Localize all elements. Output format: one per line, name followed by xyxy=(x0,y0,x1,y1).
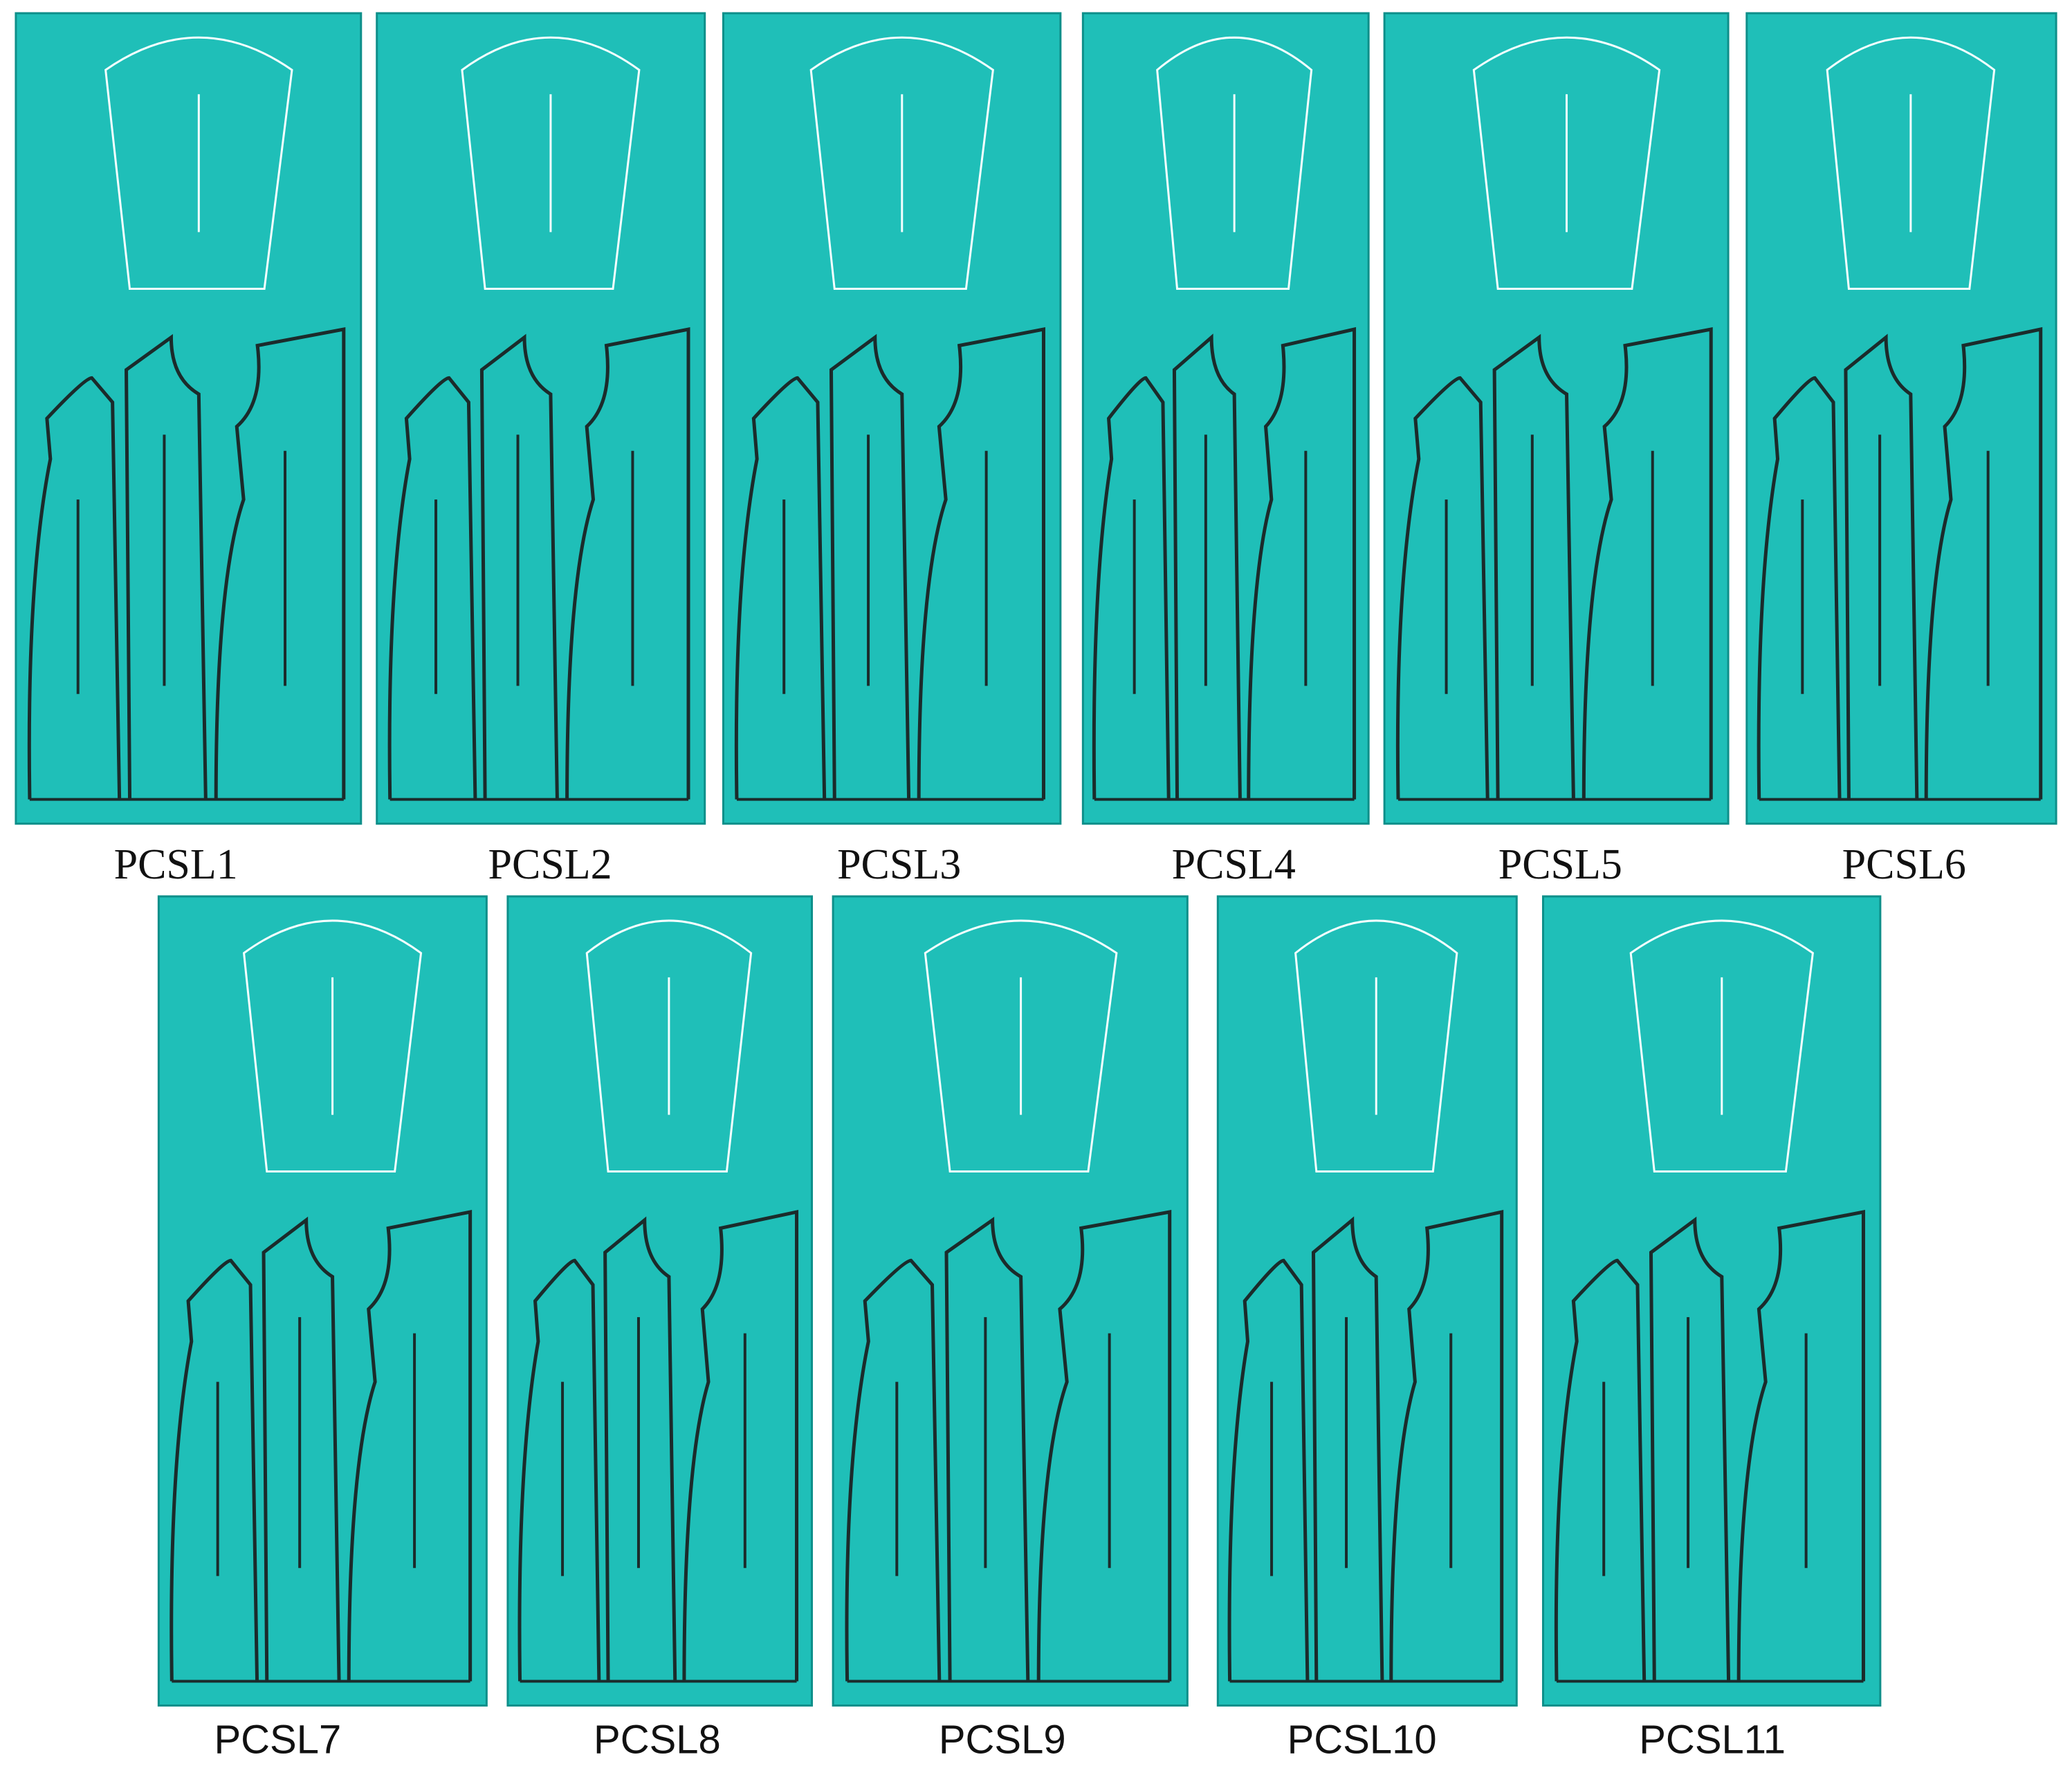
side-piece xyxy=(829,333,911,800)
panel-background xyxy=(832,895,1189,1707)
back-piece xyxy=(1092,376,1171,800)
pattern-panel xyxy=(1541,895,1882,1707)
panel-background xyxy=(506,895,814,1707)
panel-label: PCSL4 xyxy=(1172,841,1296,888)
side-piece xyxy=(1172,333,1242,800)
sleeve-outline xyxy=(1826,36,1996,291)
pattern-panel xyxy=(1745,12,2057,825)
pattern-panel xyxy=(722,12,1062,825)
front-piece xyxy=(917,327,1045,800)
panel-label: PCSL7 xyxy=(214,1717,341,1762)
side-piece xyxy=(1492,333,1575,800)
back-piece xyxy=(517,1258,601,1682)
back-piece xyxy=(1227,1258,1310,1682)
front-piece xyxy=(1247,327,1357,800)
sleeve-outline xyxy=(1629,919,1814,1173)
back-piece xyxy=(1757,376,1842,800)
sleeve-outline xyxy=(242,919,423,1173)
panel-background xyxy=(1383,12,1730,825)
panel-label: PCSL10 xyxy=(1287,1717,1437,1762)
side-piece xyxy=(1649,1216,1731,1682)
side-piece xyxy=(603,1216,677,1682)
pattern-panel xyxy=(832,895,1189,1707)
pattern-panel xyxy=(1383,12,1730,825)
back-piece xyxy=(27,376,122,800)
front-piece xyxy=(565,327,690,800)
front-piece xyxy=(347,1210,473,1682)
front-piece xyxy=(1036,1210,1172,1682)
sleeve-outline xyxy=(1472,36,1661,291)
sleeve-outline xyxy=(585,919,753,1173)
side-piece xyxy=(1844,333,1919,800)
panel-background xyxy=(376,12,706,825)
back-piece xyxy=(845,1258,942,1682)
side-piece xyxy=(125,333,208,800)
back-piece xyxy=(387,376,477,800)
panel-background xyxy=(1216,895,1518,1707)
pattern-panel xyxy=(376,12,706,825)
panel-background xyxy=(1081,12,1370,825)
sleeve-outline xyxy=(461,36,641,291)
side-piece xyxy=(1311,1216,1384,1682)
front-piece xyxy=(1389,1209,1504,1682)
panel-background xyxy=(157,895,488,1707)
panel-label: PCSL9 xyxy=(939,1717,1066,1762)
panel-label: PCSL11 xyxy=(1639,1717,1786,1762)
pattern-panel xyxy=(1081,12,1370,825)
panel-label: PCSL2 xyxy=(488,841,612,888)
pattern-panel xyxy=(506,895,814,1707)
panel-label: PCSL3 xyxy=(837,841,961,888)
front-piece xyxy=(682,1209,799,1682)
back-piece xyxy=(1554,1258,1647,1682)
sleeve-outline xyxy=(924,919,1118,1173)
panel-background xyxy=(722,12,1062,825)
pattern-panel xyxy=(157,895,488,1707)
panel-background xyxy=(1745,12,2057,825)
side-piece xyxy=(262,1216,341,1682)
side-piece xyxy=(479,333,559,800)
front-piece xyxy=(1924,327,2043,800)
panel-label: PCSL5 xyxy=(1498,841,1622,888)
front-piece xyxy=(1581,327,1713,800)
panel-background xyxy=(15,12,363,825)
front-piece xyxy=(214,327,346,800)
front-piece xyxy=(1736,1210,1865,1682)
back-piece xyxy=(169,1258,259,1682)
panel-background xyxy=(1541,895,1882,1707)
sleeve-outline xyxy=(1156,36,1313,291)
pattern-panel xyxy=(15,12,363,825)
back-piece xyxy=(734,376,827,800)
sleeve-outline xyxy=(1294,919,1458,1173)
panel-label: PCSL6 xyxy=(1842,841,1966,888)
sleeve-outline xyxy=(104,36,293,291)
back-piece xyxy=(1395,376,1489,800)
side-piece xyxy=(944,1216,1030,1682)
panel-label: PCSL8 xyxy=(594,1717,721,1762)
panel-label: PCSL1 xyxy=(114,841,238,888)
sleeve-outline xyxy=(809,36,994,291)
pattern-panel xyxy=(1216,895,1518,1707)
